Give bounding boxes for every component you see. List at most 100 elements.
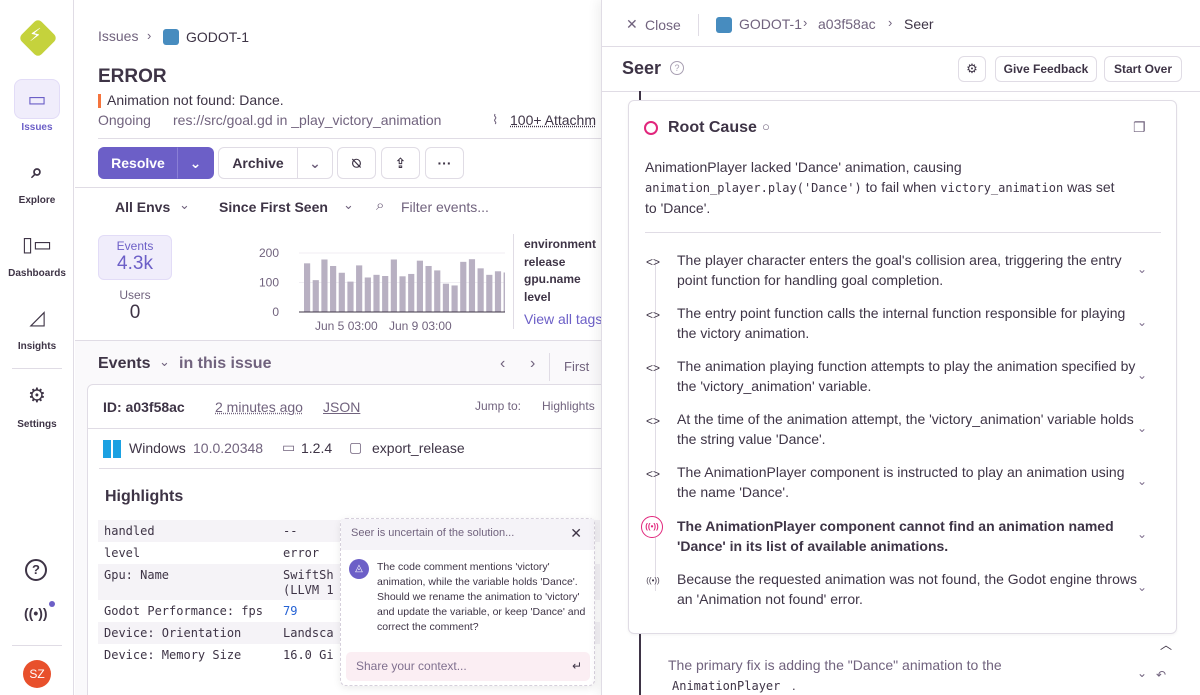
chevron-up-icon[interactable]: ︿: [1160, 636, 1172, 653]
fix-punctuation: .: [792, 678, 796, 693]
event-time[interactable]: 2 minutes ago: [215, 399, 303, 415]
json-link[interactable]: JSON: [323, 399, 360, 415]
chevron-down-icon[interactable]: ⌄: [1137, 421, 1147, 435]
events-stat[interactable]: Events 4.3k: [98, 235, 172, 280]
archive-dropdown[interactable]: ⌄: [297, 147, 333, 179]
close-button[interactable]: Close: [645, 17, 681, 33]
fix-text: The primary fix is adding the "Dance" an…: [668, 657, 1002, 673]
bar: [399, 276, 405, 312]
sidebar-item-settings[interactable]: ⚙ Settings: [0, 376, 74, 430]
resolve-dropdown[interactable]: ⌄: [177, 147, 214, 179]
jump-to-label: Jump to:: [475, 399, 521, 413]
more-button[interactable]: ···: [425, 147, 464, 179]
divider: [75, 187, 601, 188]
filter-events-input[interactable]: Filter events...: [401, 199, 489, 215]
chevron-down-icon[interactable]: ⌄: [1137, 368, 1147, 382]
tag-release[interactable]: release: [524, 254, 596, 272]
breadcrumb-issue[interactable]: GODOT-1: [739, 16, 802, 32]
breadcrumb-event[interactable]: a03f58ac: [818, 16, 876, 32]
chevron-down-icon[interactable]: ⌄: [1137, 315, 1147, 329]
chevron-down-icon[interactable]: ⌄: [1137, 527, 1147, 541]
step-7[interactable]: ((•)) Because the requested animation was…: [677, 569, 1147, 609]
copy-icon[interactable]: ❐: [1133, 119, 1146, 136]
undo-icon[interactable]: ↶: [1156, 668, 1166, 682]
step-6[interactable]: ((•)) The AnimationPlayer component canno…: [677, 516, 1147, 556]
step-text: The AnimationPlayer component cannot fin…: [677, 518, 1114, 554]
sidebar-item-issues[interactable]: ▭ Issues: [0, 79, 74, 133]
divider: [75, 340, 601, 341]
status-text: Ongoing: [98, 112, 151, 128]
context-input[interactable]: Share your context...: [346, 652, 590, 681]
chevron-down-icon[interactable]: ⌄: [1137, 262, 1147, 276]
error-message: Animation not found: Dance.: [107, 92, 284, 108]
highlight-value: 16.0 Gi: [283, 644, 334, 666]
bolt-icon: ⚡: [29, 25, 42, 46]
settings-button[interactable]: ⚙: [958, 56, 986, 82]
release-value: 1.2.4: [301, 440, 332, 456]
sidebar-item-dashboards[interactable]: ▯▭ Dashboards: [0, 225, 74, 279]
start-over-button[interactable]: Start Over: [1104, 56, 1182, 82]
bar: [469, 259, 475, 312]
broadcast-icon[interactable]: ((•)): [24, 605, 48, 621]
env-filter[interactable]: All Envs: [115, 199, 170, 215]
bar: [504, 272, 505, 312]
environment-value: export_release: [372, 440, 465, 456]
paperclip-icon: ⌇: [492, 112, 498, 128]
first-event-button[interactable]: First: [564, 359, 589, 374]
chevron-down-icon[interactable]: ⌄: [1137, 666, 1147, 680]
tag-level[interactable]: level: [524, 289, 596, 307]
chevron-down-icon[interactable]: ⌄: [1137, 474, 1147, 488]
bar: [452, 285, 458, 312]
sidebar-item-explore[interactable]: ⌕ Explore: [0, 152, 74, 206]
view-all-tags-link[interactable]: View all tags: [524, 311, 601, 327]
highlight-key: level: [104, 542, 140, 564]
give-feedback-button[interactable]: Give Feedback: [995, 56, 1097, 82]
help-icon[interactable]: ?: [25, 559, 47, 581]
code-icon: <>: [644, 358, 662, 378]
period-filter[interactable]: Since First Seen: [219, 199, 328, 215]
step-1[interactable]: <> The player character enters the goal's…: [677, 250, 1147, 290]
step-2[interactable]: <> The entry point function calls the int…: [677, 303, 1147, 343]
gear-icon: ⚙: [14, 376, 60, 416]
step-4[interactable]: <> At the time of the animation attempt, …: [677, 409, 1147, 449]
chart-icon: ◿: [14, 298, 60, 338]
step-3[interactable]: <> The animation playing function attempt…: [677, 356, 1147, 396]
code-icon: <>: [644, 252, 662, 272]
search-icon: ⌕: [14, 152, 60, 192]
bar: [495, 271, 501, 312]
tag-gpu-name[interactable]: gpu.name: [524, 271, 596, 289]
breadcrumb-current: Seer: [904, 16, 934, 32]
chevron-down-icon: ⌄: [159, 354, 170, 370]
sidebar-item-insights[interactable]: ◿ Insights: [0, 298, 74, 352]
users-stat[interactable]: Users 0: [98, 288, 172, 324]
popup-title: Seer is uncertain of the solution...: [341, 519, 594, 550]
bar: [330, 266, 336, 312]
highlight-value: Landsca: [283, 622, 334, 644]
avatar[interactable]: SZ: [23, 660, 51, 688]
comment-icon[interactable]: ○: [762, 119, 770, 134]
close-icon[interactable]: ✕: [570, 525, 582, 542]
root-cause-summary: AnimationPlayer lacked 'Dance' animation…: [645, 157, 1165, 218]
breadcrumb-issue[interactable]: GODOT-1: [186, 29, 249, 45]
chevron-down-icon[interactable]: ⌄: [1137, 580, 1147, 594]
jump-highlights[interactable]: Highlights: [542, 399, 595, 413]
share-button[interactable]: ⇪: [381, 147, 420, 179]
tag-environment[interactable]: environment: [524, 236, 596, 254]
divider: [602, 46, 1200, 47]
search-icon: ⌕: [376, 197, 384, 214]
summary-code: animation_player.play('Dance'): [645, 181, 862, 195]
help-icon[interactable]: ?: [670, 61, 684, 75]
events-dropdown[interactable]: Events: [98, 355, 150, 373]
mute-button[interactable]: ⍉: [337, 147, 376, 179]
archive-button[interactable]: Archive: [218, 147, 298, 179]
step-5[interactable]: <> The AnimationPlayer component is instr…: [677, 462, 1147, 502]
resolve-button[interactable]: Resolve: [98, 147, 178, 179]
breadcrumb-issues[interactable]: Issues: [98, 28, 138, 44]
highlights-title: Highlights: [105, 488, 183, 506]
attachments-link[interactable]: 100+ Attachm: [510, 112, 596, 128]
event-id: ID: a03f58ac: [103, 399, 185, 415]
prev-event-button[interactable]: ‹: [500, 355, 505, 373]
issue-details: Issues › GODOT-1 ERROR Animation not fou…: [75, 0, 601, 695]
dashboard-icon: ▯▭: [14, 225, 60, 265]
next-event-button[interactable]: ›: [530, 355, 535, 373]
